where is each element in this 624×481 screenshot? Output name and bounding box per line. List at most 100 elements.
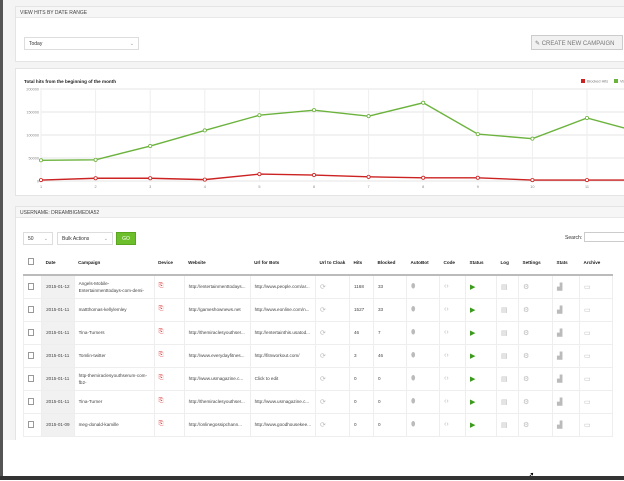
stats-icon[interactable]: ▟ [557, 306, 563, 314]
per-page-select[interactable]: 50 ⌄ [23, 232, 53, 245]
campaign-name[interactable]: http-themiraclesyouthserum-com-fb2- [78, 372, 148, 385]
android-icon[interactable]: ⬮ [411, 397, 416, 405]
cloak-icon[interactable]: ⟳ [320, 421, 326, 429]
log-icon[interactable]: ▤ [501, 283, 508, 291]
column-header[interactable]: AutoBot [406, 250, 440, 276]
stats-icon[interactable]: ▟ [557, 329, 563, 337]
cloak-icon[interactable]: ⟳ [320, 283, 326, 291]
column-header[interactable]: Hits [349, 250, 374, 276]
gear-icon[interactable]: ⚙ [523, 375, 530, 383]
website-url[interactable]: http://themiraclesyouthser... [188, 330, 245, 335]
code-icon[interactable]: ‹› [444, 398, 449, 405]
gear-icon[interactable]: ⚙ [523, 352, 530, 360]
log-icon[interactable]: ▤ [501, 421, 508, 429]
row-checkbox[interactable] [28, 282, 34, 290]
code-icon[interactable]: ‹› [444, 421, 449, 428]
cloak-icon[interactable]: ⟳ [320, 352, 326, 360]
column-header[interactable]: Code [439, 250, 466, 276]
archive-icon[interactable]: ▭ [584, 421, 591, 429]
campaign-name[interactable]: Tomlin-twitter [78, 353, 106, 358]
campaign-name[interactable]: Tina-Turner [78, 399, 103, 404]
go-button[interactable]: GO [116, 232, 136, 245]
code-icon[interactable]: ‹› [444, 329, 449, 336]
stats-icon[interactable]: ▟ [557, 352, 563, 360]
row-checkbox[interactable] [28, 397, 34, 405]
archive-icon[interactable]: ▭ [584, 283, 591, 291]
stats-icon[interactable]: ▟ [557, 375, 563, 383]
android-icon[interactable]: ⬮ [411, 351, 416, 359]
gear-icon[interactable]: ⚙ [523, 398, 530, 406]
website-url[interactable]: http://www.usmagazine.c... [188, 376, 244, 381]
campaign-name[interactable]: meg-donald-kamille [78, 422, 119, 427]
cloak-icon[interactable]: ⟳ [320, 329, 326, 337]
android-icon[interactable]: ⬮ [411, 420, 416, 428]
archive-icon[interactable]: ▭ [584, 306, 591, 314]
archive-icon[interactable]: ▭ [584, 398, 591, 406]
row-checkbox[interactable] [28, 328, 34, 336]
column-header[interactable]: Archive [579, 250, 613, 276]
archive-icon[interactable]: ▭ [584, 329, 591, 337]
column-header[interactable]: Settings [518, 250, 553, 276]
gear-icon[interactable]: ⚙ [523, 421, 530, 429]
column-header[interactable]: Date [41, 250, 75, 276]
stats-icon[interactable]: ▟ [557, 421, 563, 429]
website-url[interactable]: http://entertainmenttodays... [188, 284, 246, 290]
android-icon[interactable]: ⬮ [411, 328, 416, 336]
bots-url[interactable]: http://www.people.com/ar... [254, 284, 310, 290]
code-icon[interactable]: ‹› [444, 352, 449, 359]
bots-url[interactable]: http://www.usmagazine.c... [254, 399, 310, 404]
gear-icon[interactable]: ⚙ [523, 283, 530, 291]
campaign-name[interactable]: Tina-Turners [78, 330, 105, 335]
log-icon[interactable]: ▤ [501, 398, 508, 406]
code-icon[interactable]: ‹› [444, 283, 449, 291]
campaign-name[interactable]: Angels-Mobile-Entertainmenttodays-com-de… [78, 280, 144, 293]
bulk-actions-select[interactable]: Bulk Actions ⌄ [57, 232, 113, 245]
archive-icon[interactable]: ▭ [584, 375, 591, 383]
log-icon[interactable]: ▤ [501, 306, 508, 314]
archive-icon[interactable]: ▭ [584, 352, 591, 360]
date-range-select[interactable]: Today ⌄ [24, 37, 139, 50]
play-icon[interactable]: ▶ [470, 421, 476, 429]
search-input[interactable] [584, 232, 624, 242]
gear-icon[interactable]: ⚙ [523, 306, 530, 314]
log-icon[interactable]: ▤ [501, 352, 508, 360]
stats-icon[interactable]: ▟ [557, 398, 563, 406]
column-header[interactable]: Url for Bots [250, 250, 316, 276]
column-header[interactable]: Stats [552, 250, 580, 276]
cloak-icon[interactable]: ⟳ [320, 398, 326, 406]
cloak-icon[interactable]: ⟳ [320, 306, 326, 314]
log-icon[interactable]: ▤ [501, 329, 508, 337]
column-header[interactable]: Device [154, 250, 185, 276]
play-icon[interactable]: ▶ [470, 398, 476, 406]
bots-url[interactable]: http://www.eonline.com/n... [254, 307, 310, 312]
play-icon[interactable]: ▶ [470, 306, 476, 314]
website-url[interactable]: http://www.everydayfitnes... [188, 353, 245, 358]
column-header[interactable]: Website [184, 250, 251, 276]
gear-icon[interactable]: ⚙ [523, 329, 530, 337]
column-header[interactable]: Campaign [74, 250, 155, 276]
code-icon[interactable]: ‹› [444, 306, 449, 313]
bots-url[interactable]: http://www.goodhousekee... [254, 422, 311, 427]
log-icon[interactable]: ▤ [501, 375, 508, 383]
website-url[interactable]: http://gameshownews.net [188, 307, 241, 312]
android-icon[interactable]: ⬮ [411, 282, 416, 290]
play-icon[interactable]: ▶ [470, 283, 476, 291]
cloak-icon[interactable]: ⟳ [320, 375, 326, 383]
row-checkbox[interactable] [28, 305, 34, 313]
column-header[interactable]: Log [496, 250, 519, 276]
website-url[interactable]: http://themiraclesyouthser... [188, 399, 245, 404]
column-header[interactable]: Status [465, 250, 497, 276]
code-icon[interactable]: ‹› [444, 375, 449, 382]
row-checkbox[interactable] [28, 351, 34, 359]
column-header[interactable]: Url to Cloak [315, 250, 350, 276]
campaign-name[interactable]: mattthomas-kellylemley [78, 307, 127, 312]
play-icon[interactable]: ▶ [470, 352, 476, 360]
play-icon[interactable]: ▶ [470, 375, 476, 383]
bots-url[interactable]: http://fitnworkout.com/ [254, 353, 300, 358]
play-icon[interactable]: ▶ [470, 329, 476, 337]
website-url[interactable]: http://onlinegossipchann... [188, 422, 242, 427]
android-icon[interactable]: ⬮ [411, 305, 416, 313]
row-checkbox[interactable] [28, 374, 34, 382]
bots-url[interactable]: Click to edit [254, 376, 279, 381]
android-icon[interactable]: ⬮ [411, 374, 416, 382]
